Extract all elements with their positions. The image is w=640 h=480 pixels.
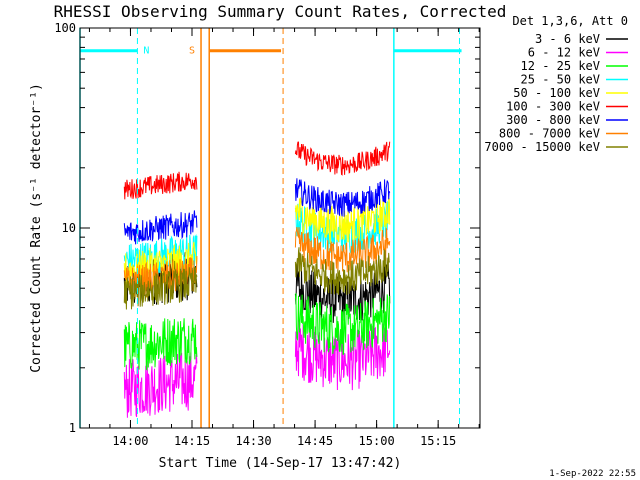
series-line-2-seg-1 (294, 293, 391, 356)
legend-label-0: 3 - 6 keV (535, 32, 600, 46)
series-line-6-seg-1 (294, 178, 391, 217)
x-tick-label-5: 15:15 (420, 434, 456, 448)
series-line-6-seg-0 (123, 210, 198, 245)
series-line-1-seg-1 (294, 319, 391, 391)
y-tick-label-1: 10 (62, 221, 76, 235)
x-axis-label: Start Time (14-Sep-17 13:47:42) (159, 456, 402, 471)
series-6 (123, 178, 391, 245)
series-8 (123, 247, 391, 310)
series-1 (123, 319, 391, 418)
legend-label-8: 7000 - 15000 keV (484, 140, 600, 154)
flag-label-S: S (189, 46, 195, 57)
series-line-7-seg-1 (294, 227, 391, 274)
series-line-2-seg-0 (123, 318, 198, 371)
legend-label-2: 12 - 25 keV (521, 59, 600, 73)
series-line-8-seg-1 (294, 247, 391, 295)
x-tick-label-1: 14:15 (174, 434, 210, 448)
series-line-8-seg-0 (123, 267, 198, 310)
legend-label-6: 300 - 800 keV (506, 113, 600, 127)
x-tick-label-2: 14:30 (235, 434, 271, 448)
x-tick-label-4: 15:00 (359, 434, 395, 448)
y-tick-label-2: 100 (54, 21, 76, 35)
legend-label-3: 25 - 50 keV (521, 73, 600, 87)
y-tick-label-0: 1 (69, 421, 76, 435)
y-axis-label: Corrected Count Rate (s⁻¹ detector⁻¹) (29, 83, 44, 373)
x-tick-label-3: 14:45 (297, 434, 333, 448)
flag-label-N: N (143, 46, 149, 57)
legend-title: Det 1,3,6, Att 0 (512, 14, 628, 28)
series-5 (123, 141, 391, 200)
flag-N: N (79, 28, 462, 428)
legend-label-7: 800 - 7000 keV (499, 127, 600, 141)
series-2 (123, 293, 391, 371)
legend-label-1: 6 - 12 keV (528, 46, 600, 60)
series-line-4-seg-1 (294, 195, 391, 244)
series-line-5-seg-0 (123, 171, 198, 200)
footer-date: 1-Sep-2022 22:55 (549, 469, 636, 479)
plot-frame (79, 27, 481, 429)
x-tick-label-0: 14:00 (112, 434, 148, 448)
legend-label-5: 100 - 300 keV (506, 100, 600, 114)
axes: 1 10 100 14:00 14:15 14:30 14:45 15:00 15:15 (54, 21, 481, 448)
series-line-1-seg-0 (123, 352, 198, 418)
series-line-5-seg-1 (294, 141, 391, 176)
flag-S: S (189, 28, 284, 428)
chart-title: RHESSI Observing Summary Count Rates, Co… (54, 2, 507, 21)
legend-label-4: 50 - 100 keV (513, 86, 600, 100)
